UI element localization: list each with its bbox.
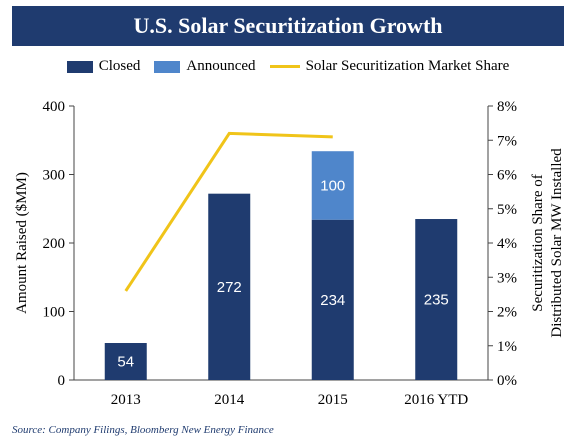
legend-swatch-closed (66, 60, 93, 73)
y-tick-label-right: 6% (497, 168, 517, 184)
legend-swatch-announced (154, 60, 181, 73)
y-tick-label-right: 5% (497, 202, 517, 218)
y-tick-label-left: 300 (43, 168, 66, 184)
bar-closed (415, 219, 458, 380)
y-axis-title-left: Amount Raised ($MM) (14, 172, 30, 314)
source-note: Source: Company Filings, Bloomberg New E… (12, 424, 274, 436)
x-tick-label: 2014 (214, 392, 245, 408)
data-label: 235 (424, 292, 449, 309)
legend-item-market-share: Solar Securitization Market Share (269, 58, 510, 75)
legend-item-announced: Announced (154, 58, 256, 75)
y-axis-title-right-line2: Distributed Solar MW Installed (549, 148, 565, 338)
y-tick-label-right: 8% (497, 99, 517, 115)
data-label: 234 (320, 292, 345, 309)
y-tick-label-left: 400 (43, 99, 66, 115)
y-axis-title-right-line1: Securitization Share of (530, 174, 546, 311)
x-tick-label: 2016 YTD (404, 392, 468, 408)
y-tick-label-right: 4% (497, 236, 517, 252)
y-tick-label-right: 7% (497, 133, 517, 149)
bar-closed (104, 343, 147, 380)
y-tick-label-left: 100 (43, 305, 66, 321)
bar-closed (311, 219, 354, 380)
bar-closed (208, 193, 251, 380)
y-tick-label-left: 0 (58, 373, 66, 389)
legend-item-closed: Closed (66, 58, 141, 75)
bar-announced (311, 151, 354, 220)
x-tick-label: 2015 (318, 392, 348, 408)
data-label: 54 (117, 354, 134, 371)
y-tick-label-right: 3% (497, 270, 517, 286)
y-tick-label-right: 0% (497, 373, 517, 389)
legend-label-market-share: Solar Securitization Market Share (305, 58, 510, 74)
x-tick-label: 2013 (111, 392, 141, 408)
y-tick-label-right: 1% (497, 339, 517, 355)
legend: Closed Announced Solar Securitization Ma… (0, 58, 576, 75)
data-label: 100 (320, 177, 345, 194)
y-tick-label-right: 2% (497, 305, 517, 321)
chart-title: U.S. Solar Securitization Growth (12, 6, 564, 46)
legend-label-closed: Closed (98, 58, 141, 74)
y-tick-label-left: 200 (43, 236, 66, 252)
data-label: 272 (217, 279, 242, 296)
legend-label-announced: Announced (186, 58, 256, 74)
legend-swatch-market-share (269, 65, 300, 68)
market-share-line (124, 131, 333, 292)
